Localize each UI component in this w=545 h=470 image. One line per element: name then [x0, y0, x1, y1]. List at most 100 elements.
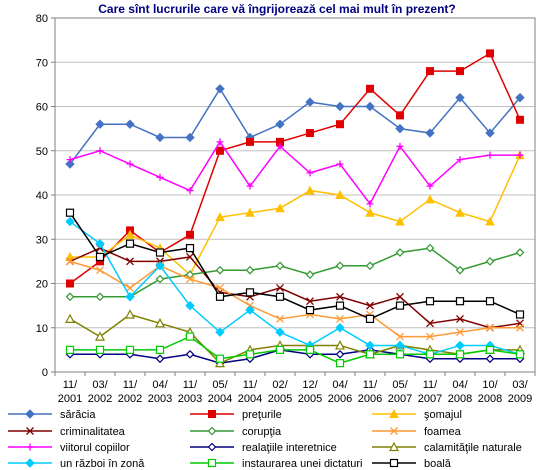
data-point — [335, 359, 345, 368]
data-point — [126, 283, 134, 292]
data-point — [185, 332, 195, 341]
legend-marker — [389, 441, 399, 452]
data-point — [125, 119, 135, 129]
data-point — [335, 261, 345, 271]
y-tick-label: 80 — [36, 13, 48, 25]
legend-marker — [26, 427, 34, 435]
x-tick-label: 05/ — [392, 379, 408, 391]
data-point — [365, 101, 375, 112]
data-point — [516, 323, 524, 332]
y-tick-label: 30 — [36, 234, 48, 246]
x-tick-label-year: 2003 — [148, 393, 172, 405]
data-point — [336, 120, 344, 129]
data-point — [456, 156, 464, 164]
data-point — [485, 257, 495, 266]
data-point — [215, 292, 225, 301]
data-point — [336, 160, 344, 168]
x-tick-label-year: 2002 — [88, 393, 112, 405]
data-point — [305, 185, 315, 195]
data-point — [275, 292, 285, 301]
data-point — [365, 350, 375, 359]
legend-marker — [25, 458, 35, 468]
x-tick-label-year: 2008 — [478, 393, 502, 405]
legend-label: şomajul — [424, 409, 462, 421]
data-point — [275, 261, 285, 271]
data-point — [155, 248, 165, 257]
x-tick-label: 04/ — [332, 379, 348, 391]
x-tick-label-year: 2005 — [298, 393, 322, 405]
legend-label: instaurarea unei dictaturi — [242, 458, 362, 470]
x-tick-label: 11/ — [183, 379, 198, 391]
legend-label: corupţia — [242, 426, 282, 438]
legend-item: instaurarea unei dictaturi — [190, 458, 362, 470]
x-tick-label: 10/ — [482, 379, 498, 391]
data-point — [425, 297, 435, 306]
legend-label: realaţiile interetnice — [242, 442, 337, 454]
data-point — [395, 350, 405, 359]
series-0 — [65, 84, 525, 169]
data-point — [366, 84, 374, 93]
data-point — [215, 354, 225, 363]
data-point — [215, 212, 225, 222]
data-point — [455, 265, 465, 275]
legend-item: boală — [372, 458, 452, 470]
data-point — [456, 314, 464, 323]
data-point — [276, 283, 284, 292]
data-point — [426, 182, 434, 190]
data-point — [395, 216, 405, 226]
data-point — [426, 332, 434, 341]
x-tick-label: 03/ — [92, 379, 108, 391]
series-2 — [65, 150, 525, 279]
data-point — [155, 318, 165, 328]
data-point — [66, 257, 74, 266]
data-point — [275, 119, 285, 129]
data-point — [276, 314, 284, 323]
data-point — [396, 111, 404, 120]
data-point — [186, 230, 194, 239]
y-tick-label: 70 — [36, 57, 48, 69]
series-3 — [66, 244, 524, 332]
x-tick-label: 04/ — [452, 379, 468, 391]
data-point — [216, 146, 224, 155]
data-point — [396, 142, 404, 150]
data-point — [456, 67, 464, 76]
data-point — [425, 350, 435, 359]
data-point — [425, 128, 435, 138]
data-point — [155, 132, 165, 143]
legend-item: viitorul copiilor — [8, 442, 130, 454]
data-point — [515, 350, 525, 359]
data-point — [336, 292, 344, 301]
series-line — [69, 313, 520, 365]
data-point — [95, 119, 105, 129]
y-tick-label: 20 — [36, 279, 48, 291]
data-point — [396, 292, 404, 301]
y-tick-label: 0 — [42, 367, 48, 379]
data-point — [395, 123, 405, 134]
legend-label: viitorul copiilor — [60, 442, 130, 454]
data-point — [486, 151, 494, 159]
data-point — [366, 301, 374, 310]
data-point — [425, 194, 435, 204]
data-point — [365, 314, 375, 323]
data-point — [395, 248, 405, 257]
series-line — [70, 154, 521, 276]
data-point — [485, 297, 495, 306]
data-point — [155, 345, 165, 354]
data-point — [515, 310, 525, 319]
data-point — [65, 216, 75, 227]
data-point — [125, 309, 135, 319]
data-point — [96, 147, 104, 155]
data-point — [186, 275, 194, 284]
data-point — [246, 182, 254, 190]
data-point — [215, 357, 225, 368]
legend-label: criminalitatea — [60, 426, 126, 438]
x-tick-label-year: 2007 — [388, 393, 412, 405]
legend-marker — [25, 409, 35, 419]
legend-label: un război în zonă — [60, 458, 145, 470]
series-line — [70, 349, 520, 364]
data-point — [95, 292, 105, 302]
x-tick-label-year: 2001 — [58, 393, 82, 405]
data-point — [245, 265, 255, 275]
